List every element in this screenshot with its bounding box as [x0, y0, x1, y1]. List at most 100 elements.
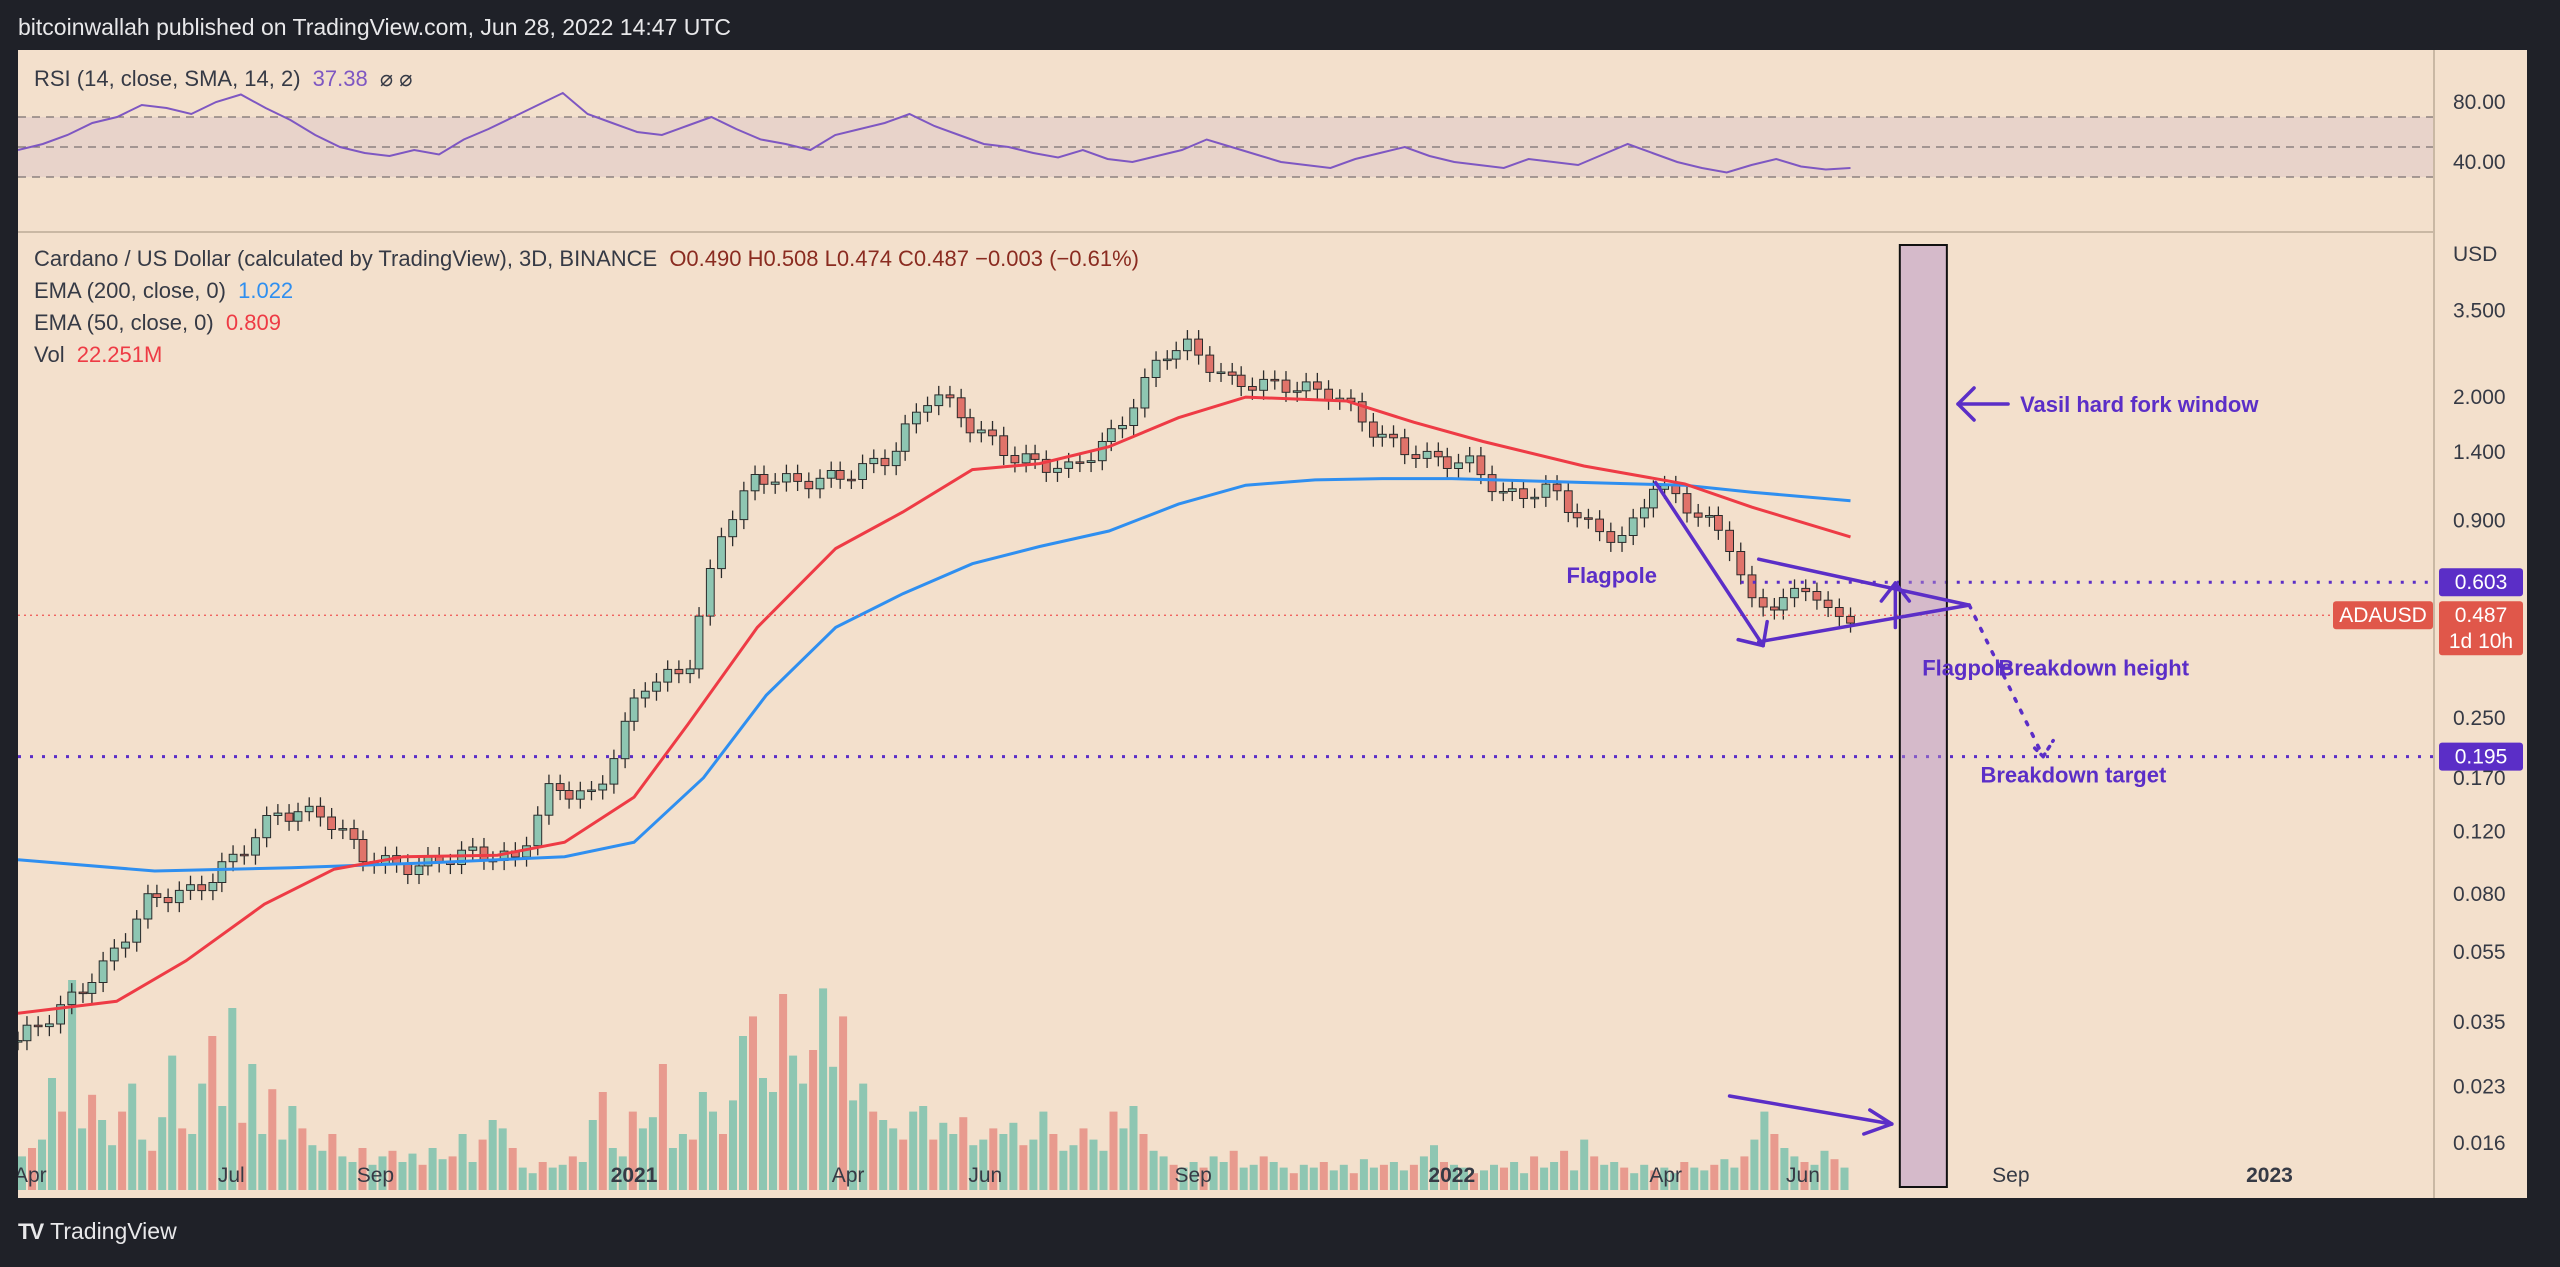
chart-pane[interactable]: Vasil hard fork window Flagpole Flagpole Br…: [18, 50, 2433, 1198]
volume-bar: [779, 994, 788, 1190]
volume-bar: [128, 1083, 137, 1190]
price-chart-svg[interactable]: Vasil hard fork windowFlagpoleFlagpoleBr…: [18, 50, 2433, 1198]
volume-bar: [979, 1139, 988, 1190]
volume-bar: [1379, 1164, 1388, 1190]
volume-bar: [869, 1111, 878, 1190]
volume-bar: [318, 1150, 327, 1190]
volume-bar: [588, 1120, 597, 1190]
volume-bar: [628, 1111, 637, 1190]
volume-bar: [488, 1120, 497, 1190]
volume-bar: [1710, 1164, 1719, 1190]
ema200-line: [18, 477, 1851, 873]
volume-bar: [1550, 1162, 1559, 1190]
volume-bar: [999, 1134, 1008, 1190]
candle-body: [78, 991, 88, 995]
y-tick-label: 0.035: [2453, 1011, 2506, 1034]
candle-body: [197, 884, 207, 892]
volume-bar: [608, 1148, 617, 1190]
candle-body: [1714, 515, 1723, 531]
x-tick-label: Sep: [357, 1164, 394, 1187]
y-tick-label: 0.023: [2453, 1076, 2506, 1099]
candle-body: [1846, 615, 1855, 624]
volume-bar: [1480, 1170, 1488, 1190]
volume-bar: [678, 1134, 687, 1190]
candle-body: [1649, 488, 1658, 509]
y-tick-label: 2.000: [2453, 386, 2506, 409]
volume-bar: [1419, 1156, 1428, 1190]
x-tick-label: 2023: [2246, 1164, 2293, 1187]
volume-bar: [1440, 1162, 1448, 1190]
candle-body: [956, 397, 966, 419]
volume-bar: [1490, 1164, 1498, 1190]
volume-bar: [919, 1106, 928, 1190]
volume-bar: [238, 1122, 247, 1190]
candle-body: [1476, 455, 1486, 476]
candle-body: [67, 991, 77, 1006]
volume-bar: [1540, 1167, 1549, 1190]
candle-body: [782, 473, 791, 483]
candle-body: [750, 474, 760, 492]
x-tick-label: Jun: [1786, 1164, 1820, 1187]
candle-body: [1834, 607, 1844, 617]
candle-body: [1097, 441, 1107, 462]
volume-bar: [1119, 1128, 1128, 1190]
candle-body: [143, 893, 153, 920]
x-tick-label: Jun: [968, 1164, 1002, 1187]
volume-bar: [1389, 1162, 1398, 1190]
volume-bar: [668, 1148, 677, 1190]
tag-symbol: ADAUSD: [2339, 604, 2427, 627]
candle-body: [45, 1023, 54, 1028]
volume-bar: [428, 1148, 437, 1190]
price-axis[interactable]: 80.00 40.00 USD 3.500 2.000 1.400 0.900 0.250 0.…: [2433, 50, 2527, 1198]
volume-bar: [829, 1066, 838, 1190]
volume-bar: [1770, 1134, 1779, 1190]
volume-bar: [1109, 1111, 1118, 1190]
rsi-legend: RSI (14, close, SMA, 14, 2) 37.38 ⌀ ⌀: [34, 66, 418, 92]
candle-body: [273, 812, 283, 816]
candle-body: [1357, 401, 1367, 423]
volume-bar: [1840, 1167, 1849, 1190]
candle-body: [18, 1040, 23, 1043]
volume-bar: [1590, 1156, 1599, 1190]
candle-body: [1790, 587, 1799, 599]
candle-body: [1801, 587, 1811, 593]
volume-bar: [1520, 1173, 1529, 1190]
candle-body: [900, 423, 910, 452]
candle-body: [976, 429, 986, 434]
candle-body: [56, 1004, 66, 1025]
candle-body: [163, 897, 173, 904]
y-tick-label: 0.900: [2453, 509, 2506, 532]
volume-bar: [1349, 1173, 1358, 1190]
volume-bar: [1800, 1162, 1809, 1190]
candle-body: [1498, 491, 1508, 494]
volume-bar: [1339, 1164, 1348, 1190]
volume-bar: [1369, 1167, 1378, 1190]
vol-legend: Vol 22.251M: [34, 342, 168, 368]
volume-bar: [719, 1134, 727, 1190]
x-tick-label: Apr: [832, 1164, 865, 1187]
breakdown-arrowhead: [2041, 738, 2055, 759]
breakdown-target-label: Breakdown target: [1980, 762, 2166, 787]
candle-body: [1519, 488, 1528, 499]
candle-body: [815, 477, 825, 490]
candle-body: [121, 941, 130, 949]
candle-body: [652, 681, 661, 692]
volume-bar: [568, 1156, 577, 1190]
volume-bar: [1249, 1164, 1258, 1190]
volume-bar: [248, 1064, 257, 1190]
candle-body: [1595, 518, 1604, 533]
candle-body: [239, 853, 249, 857]
volume-bar: [1329, 1170, 1338, 1190]
footer: TV TradingView: [18, 1218, 177, 1245]
volume-bar: [1359, 1159, 1368, 1190]
volume-bar: [1259, 1156, 1268, 1190]
flagpole-arrowhead: [1736, 637, 1765, 648]
candle-body: [349, 828, 359, 840]
volume-bar: [1600, 1164, 1609, 1190]
candle-body: [663, 668, 673, 683]
y-unit-label: USD: [2453, 243, 2497, 266]
volume-bar: [859, 1083, 868, 1190]
candle-body: [728, 519, 738, 538]
volume-bar: [1299, 1164, 1308, 1190]
volume-bar: [1620, 1167, 1629, 1190]
